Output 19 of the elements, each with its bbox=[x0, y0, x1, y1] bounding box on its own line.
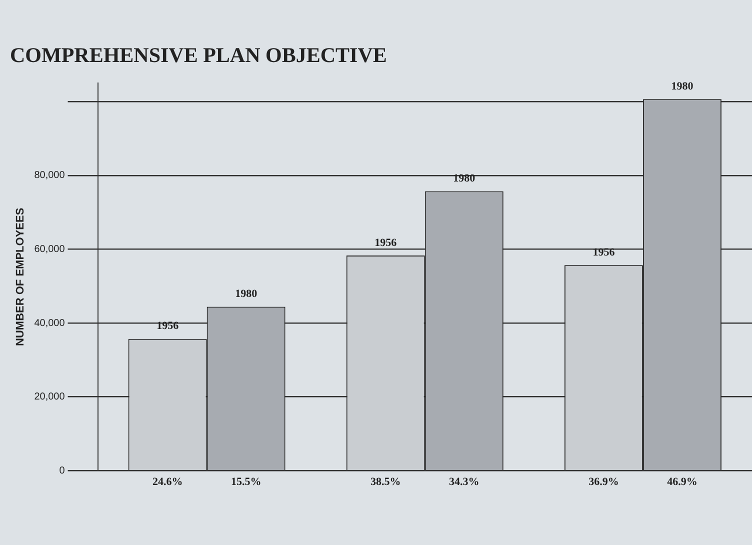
y-tick-label: 0 bbox=[59, 465, 66, 476]
text: 34.3% bbox=[449, 476, 480, 488]
text: 38.5% bbox=[370, 476, 401, 488]
text: 1980 bbox=[235, 288, 258, 300]
text: 1980 bbox=[453, 172, 476, 185]
text: 24.6% bbox=[152, 476, 183, 488]
text: 1956 bbox=[592, 246, 615, 258]
y-tick-label: 40,000 bbox=[34, 318, 66, 329]
y-axis-title: NUMBER OF EMPLOYEES bbox=[14, 208, 27, 346]
series-label: 1980 bbox=[671, 80, 694, 92]
text: 15.5% bbox=[230, 476, 262, 488]
y-tick-label: 80,000 bbox=[34, 170, 66, 182]
text: 46.9% bbox=[667, 476, 698, 488]
text: 1956 bbox=[374, 236, 397, 249]
y-tick-label: 60,000 bbox=[34, 244, 66, 255]
y-tick-label: 20,000 bbox=[34, 392, 66, 403]
chart-title: COMPREHENSIVE PLAN OBJECTIVE bbox=[10, 43, 387, 68]
text: 36.9% bbox=[588, 476, 619, 488]
series-label: 1956 bbox=[156, 320, 180, 332]
